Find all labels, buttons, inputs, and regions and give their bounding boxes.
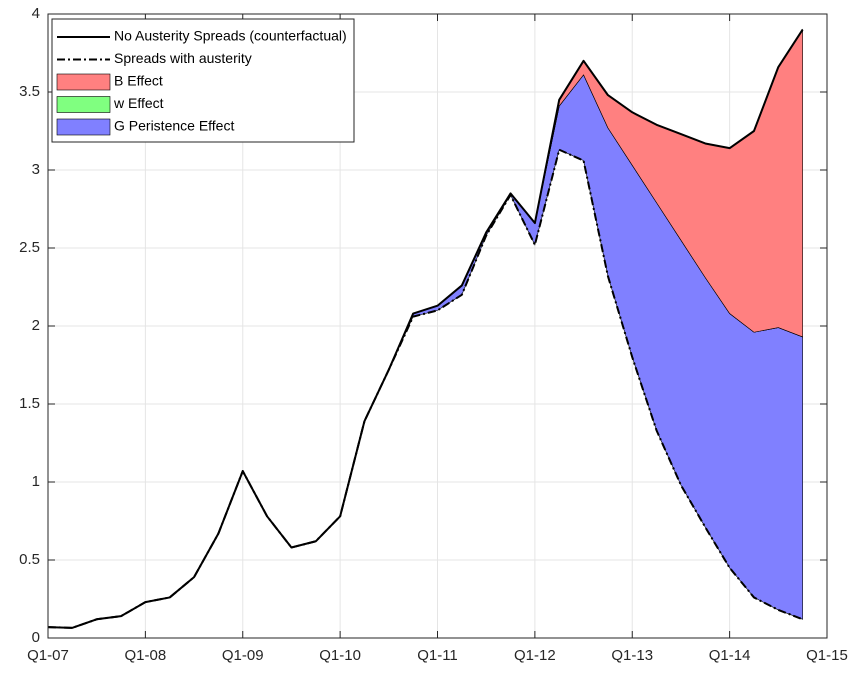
y-tick-label: 2.5 [19,239,40,256]
x-tick-label: Q1-09 [222,647,264,664]
y-tick-label: 3 [32,161,40,178]
x-tick-label: Q1-08 [125,647,167,664]
x-tick-label: Q1-07 [27,647,69,664]
x-tick-label: Q1-13 [611,647,653,664]
y-tick-label: 1 [32,473,40,490]
legend-label: Spreads with austerity [114,50,252,66]
y-tick-label: 0 [32,629,40,646]
legend-label: B Effect [114,73,163,89]
legend-swatch [56,118,111,136]
line [47,148,804,629]
legend-label: w Effect [113,95,164,111]
y-tick-label: 2 [32,317,40,334]
x-tick-label: Q1-15 [806,647,848,664]
x-tick-label: Q1-10 [319,647,361,664]
y-tick-label: 1.5 [19,395,40,412]
x-tick-label: Q1-12 [514,647,556,664]
y-tick-label: 4 [32,5,40,22]
y-tick-label: 3.5 [19,83,40,100]
legend-swatch [56,96,111,113]
legend-label: No Austerity Spreads (counterfactual) [114,28,347,44]
legend: No Austerity Spreads (counterfactual) Spr… [51,18,355,143]
x-tick-label: Q1-14 [709,647,751,664]
legend-swatch [56,73,111,91]
x-tick-label: Q1-11 [417,647,458,664]
y-tick-label: 0.5 [19,551,40,568]
legend-label: G Peristence Effect [114,118,234,134]
